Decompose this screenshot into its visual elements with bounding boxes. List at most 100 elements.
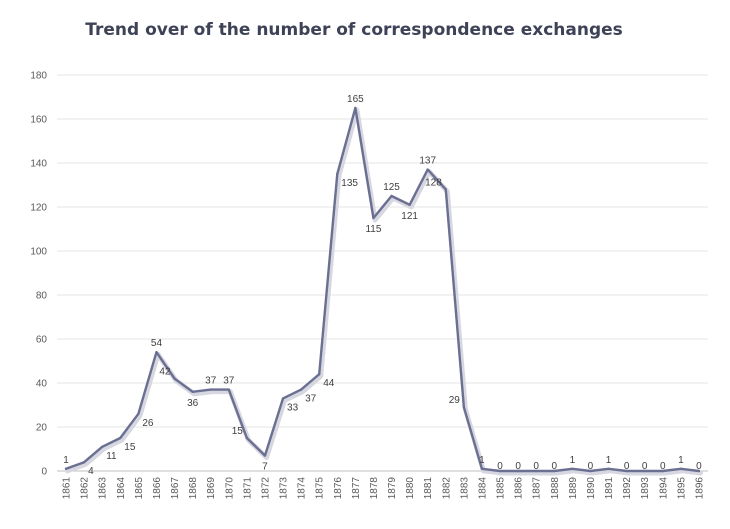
x-tick-label: 1892 [622, 477, 633, 500]
y-tick-label: 180 [30, 71, 47, 82]
x-axis: 1861 1862 1863 1864 1865 1866 1867 1868 1869 1870… [62, 477, 706, 500]
y-tick-label: 40 [36, 379, 48, 390]
x-tick-label: 1869 [206, 477, 217, 500]
y-tick-label: 20 [36, 423, 48, 434]
x-tick-label: 1887 [532, 477, 543, 500]
data-point [535, 469, 538, 473]
x-tick-label: 1862 [80, 477, 91, 500]
x-tick-label: 1878 [369, 477, 380, 500]
data-point [390, 194, 393, 198]
y-axis: 0 20 40 60 80 100 120 140 160 180 [30, 71, 47, 478]
data-label: 29 [449, 395, 461, 406]
x-tick-label: 1896 [694, 477, 705, 500]
data-point [354, 106, 357, 110]
data-label: 26 [142, 418, 154, 429]
y-tick-label: 100 [30, 247, 47, 258]
y-tick-label: 60 [36, 335, 48, 346]
data-label: 15 [124, 442, 136, 453]
data-label: 1 [479, 455, 485, 466]
data-label: 0 [497, 461, 503, 472]
data-label: 15 [232, 426, 244, 437]
x-tick-label: 1871 [242, 477, 253, 500]
data-point [643, 469, 646, 473]
y-tick-label: 120 [30, 203, 47, 214]
data-point [64, 467, 68, 470]
data-label: 0 [696, 461, 702, 472]
x-tick-label: 1895 [676, 477, 687, 500]
data-point [191, 390, 194, 393]
data-point [480, 467, 484, 470]
data-point [318, 373, 321, 376]
data-point [571, 467, 574, 470]
x-tick-label: 1889 [568, 477, 579, 500]
data-label: 0 [515, 461, 521, 472]
x-tick-label: 1891 [604, 477, 615, 500]
x-tick-label: 1870 [224, 477, 235, 500]
x-tick-label: 1875 [315, 477, 326, 500]
x-tick-label: 1884 [477, 477, 488, 500]
data-point [101, 445, 104, 448]
x-tick-label: 1881 [423, 477, 434, 500]
data-point [336, 172, 339, 176]
data-label: 1 [606, 455, 612, 466]
data-label: 37 [305, 394, 317, 405]
data-point [263, 454, 267, 457]
data-point [607, 467, 610, 470]
data-label: 54 [151, 338, 163, 349]
x-tick-label: 1894 [658, 477, 669, 500]
x-tick-label: 1868 [188, 477, 199, 500]
data-label: 0 [660, 461, 666, 472]
data-point [462, 406, 466, 409]
data-point [498, 469, 502, 473]
data-point [444, 188, 447, 191]
data-point [299, 388, 303, 391]
data-point [426, 168, 429, 171]
x-tick-label: 1872 [260, 477, 271, 500]
data-point [553, 469, 556, 473]
data-label: 0 [642, 461, 648, 472]
y-tick-label: 80 [36, 291, 48, 302]
data-label: 36 [187, 398, 199, 409]
data-label: 37 [205, 376, 217, 387]
data-point [173, 377, 176, 380]
x-tick-label: 1867 [170, 477, 181, 500]
grid-layer [57, 74, 708, 472]
data-point [372, 216, 375, 220]
data-label: 135 [341, 178, 358, 189]
x-tick-label: 1873 [279, 477, 290, 500]
data-point [281, 397, 285, 400]
chart-title: Trend over of the number of corresponden… [85, 20, 623, 40]
data-label: 0 [588, 461, 594, 472]
data-label: 121 [401, 211, 418, 222]
y-tick-label: 160 [30, 115, 47, 126]
series-layer [64, 106, 703, 476]
data-point [516, 469, 520, 473]
x-tick-label: 1864 [116, 477, 127, 500]
data-label: 44 [323, 378, 335, 389]
x-tick-label: 1882 [441, 477, 452, 500]
data-point [245, 436, 249, 440]
series-line [64, 106, 701, 473]
data-label: 115 [365, 224, 381, 235]
y-tick-label: 0 [41, 467, 47, 478]
data-point [137, 412, 140, 415]
data-label: 7 [262, 462, 268, 473]
data-point [82, 461, 86, 464]
x-tick-label: 1879 [387, 477, 398, 500]
data-label: 0 [552, 461, 558, 472]
data-label: 125 [383, 182, 400, 193]
x-tick-label: 1865 [134, 477, 145, 500]
data-point [661, 469, 664, 473]
x-tick-label: 1888 [550, 477, 561, 500]
data-point [625, 469, 628, 473]
data-label: 4 [88, 466, 94, 477]
data-label: 1 [63, 455, 69, 466]
series-line-shadow [65, 107, 703, 476]
data-point [227, 388, 230, 391]
x-tick-label: 1885 [496, 477, 507, 500]
data-point [155, 351, 158, 354]
data-label: 1 [678, 455, 684, 466]
data-label: 1 [570, 455, 576, 466]
